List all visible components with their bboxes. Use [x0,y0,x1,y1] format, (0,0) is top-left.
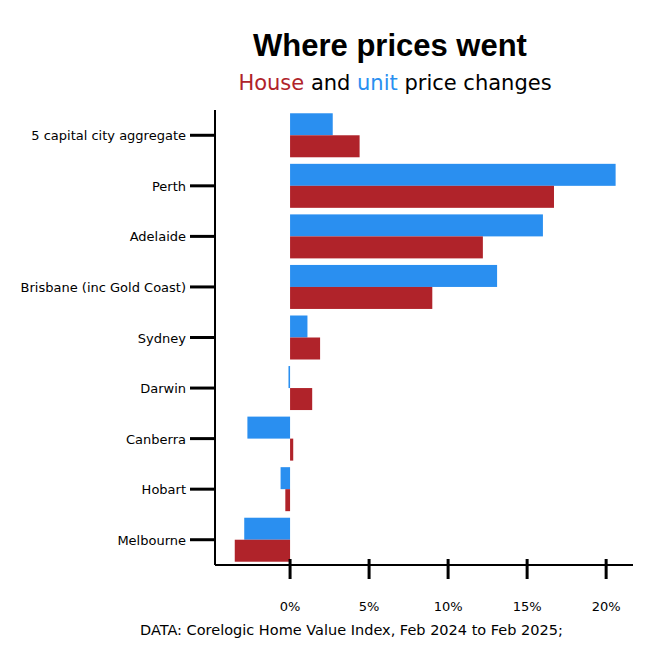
category-label: Sydney [138,331,186,346]
legend-entry: House [238,71,304,95]
bar [281,467,290,489]
title: Where prices went [253,28,527,63]
chart-container: Where prices went House and unit price ch… [0,0,650,650]
y-tick [190,134,215,137]
x-tick [526,559,529,579]
category-label: Darwin [140,381,186,396]
bar [290,164,616,186]
bar [244,518,290,540]
x-tick [447,559,450,579]
category-label: Melbourne [117,533,186,548]
bar [290,113,333,135]
x-tick-label: 5% [359,599,380,614]
x-tick-label: 0% [280,599,301,614]
bar [290,316,307,338]
bar [290,236,483,258]
bar [288,366,290,388]
bar [247,417,290,439]
bars [235,113,616,561]
category-label: Perth [152,179,186,194]
bar [290,214,543,236]
x-tick-label: 10% [434,599,463,614]
subtitle: House and unit price changes [238,71,551,95]
bar [285,489,290,511]
y-tick [190,336,215,339]
bar [290,265,497,287]
bar [290,287,432,309]
y-tick [190,538,215,541]
source: DATA: Corelogic Home Value Index, Feb 20… [140,622,563,638]
chart-svg: Where prices went House and unit price ch… [0,0,650,650]
legend-entry: unit [357,71,398,95]
y-tick [190,437,215,440]
subtitle-part: price changes [398,71,552,95]
x-tick [368,559,371,579]
y-tick [190,184,215,187]
y-tick [190,387,215,390]
category-label: Brisbane (inc Gold Coast) [21,280,186,295]
x-tick-label: 20% [592,599,621,614]
category-label: 5 capital city aggregate [31,128,186,143]
bar [290,338,320,360]
bar [290,388,312,410]
category-label: Canberra [126,432,186,447]
category-label: Adelaide [130,229,186,244]
y-tick [190,285,215,288]
y-tick [190,235,215,238]
y-tick [190,488,215,491]
x-tick-label: 15% [513,599,542,614]
x-axis-line [215,564,633,566]
category-label: Hobart [142,482,186,497]
x-tick [605,559,608,579]
x-tick [289,559,292,579]
bar [290,439,293,461]
bar [290,135,360,157]
subtitle-part: and [304,71,357,95]
bar [290,186,554,208]
bar [235,540,290,562]
